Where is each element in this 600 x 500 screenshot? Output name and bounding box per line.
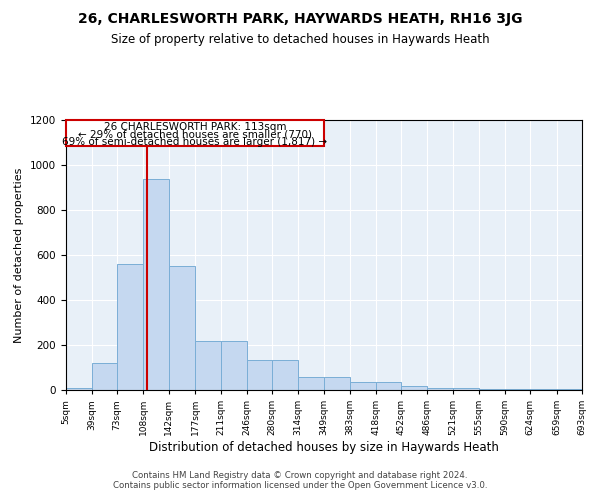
Bar	[66, 120, 324, 146]
X-axis label: Distribution of detached houses by size in Haywards Heath: Distribution of detached houses by size …	[149, 441, 499, 454]
Bar	[117, 264, 143, 390]
Text: ← 29% of detached houses are smaller (770): ← 29% of detached houses are smaller (77…	[78, 130, 312, 140]
Bar	[505, 389, 530, 390]
Bar	[169, 266, 195, 390]
Bar	[349, 382, 376, 390]
Bar	[427, 388, 453, 390]
Bar	[221, 340, 247, 390]
Text: Contains HM Land Registry data © Crown copyright and database right 2024.
Contai: Contains HM Land Registry data © Crown c…	[113, 470, 487, 490]
Text: 69% of semi-detached houses are larger (1,817) →: 69% of semi-detached houses are larger (…	[62, 137, 328, 147]
Bar	[298, 376, 324, 390]
Bar	[66, 388, 91, 390]
Bar	[143, 178, 169, 390]
Bar	[557, 389, 582, 390]
Y-axis label: Number of detached properties: Number of detached properties	[14, 168, 25, 342]
Bar	[376, 382, 401, 390]
Bar	[479, 389, 505, 390]
Text: 26 CHARLESWORTH PARK: 113sqm: 26 CHARLESWORTH PARK: 113sqm	[104, 122, 286, 132]
Text: 26, CHARLESWORTH PARK, HAYWARDS HEATH, RH16 3JG: 26, CHARLESWORTH PARK, HAYWARDS HEATH, R…	[78, 12, 522, 26]
Bar	[324, 376, 349, 390]
Bar	[453, 388, 479, 390]
Bar	[91, 363, 117, 390]
Bar	[247, 360, 272, 390]
Bar	[195, 340, 221, 390]
Text: Size of property relative to detached houses in Haywards Heath: Size of property relative to detached ho…	[110, 32, 490, 46]
Bar	[530, 389, 557, 390]
Bar	[401, 386, 427, 390]
Bar	[272, 360, 298, 390]
